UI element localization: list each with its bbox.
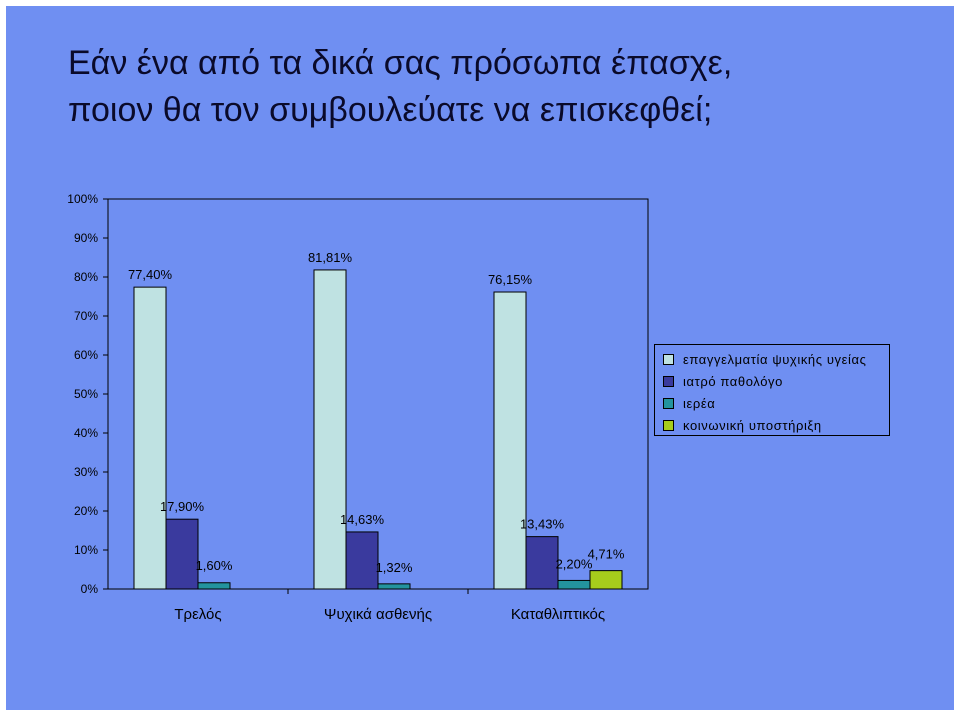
bar — [377, 583, 411, 590]
bar — [197, 582, 231, 590]
y-tick-label: 50% — [74, 387, 98, 401]
y-tick-label: 40% — [74, 426, 98, 440]
legend-label: ιατρό παθολόγο — [683, 373, 783, 389]
y-tick-label: 10% — [74, 543, 98, 557]
bar — [133, 286, 167, 590]
x-category-label: Καταθλιπτικός — [511, 606, 605, 623]
bar — [313, 269, 347, 590]
legend-swatch-social-support — [663, 419, 674, 431]
legend-item-general-practitioner: ιατρό παθολόγο — [663, 370, 889, 392]
slide-title: Εάν ένα από τα δικά σας πρόσωπα έπασχε, … — [68, 40, 928, 134]
legend-label: ιερέα — [683, 395, 716, 411]
data-label: 2,20% — [556, 556, 593, 571]
x-category-label: Τρελός — [174, 606, 221, 623]
y-tick-label: 30% — [74, 465, 98, 479]
bar — [165, 518, 199, 590]
title-line-1: Εάν ένα από τα δικά σας πρόσωπα έπασχε, — [68, 44, 733, 82]
y-tick-label: 0% — [81, 582, 99, 596]
chart-legend: επαγγελματία ψυχικής υγείας ιατρό παθολό… — [654, 344, 890, 436]
y-tick-label: 100% — [67, 192, 98, 206]
y-tick-label: 80% — [74, 270, 98, 284]
bar — [493, 291, 527, 590]
y-tick-label: 70% — [74, 309, 98, 323]
legend-item-social-support: κοινωνική υποστήριξη — [663, 414, 889, 436]
legend-swatch-general-practitioner — [663, 375, 674, 387]
legend-item-priest: ιερέα — [663, 392, 889, 414]
data-label: 14,63% — [340, 512, 385, 527]
legend-item-mental-health-professional: επαγγελματία ψυχικής υγείας — [663, 348, 889, 370]
legend-swatch-priest — [663, 397, 674, 409]
y-tick-label: 90% — [74, 231, 98, 245]
data-label: 17,90% — [160, 499, 205, 514]
x-category-label: Ψυχικά ασθενής — [324, 606, 432, 623]
legend-swatch-mental-health-professional — [663, 353, 674, 365]
legend-label: επαγγελματία ψυχικής υγείας — [683, 351, 867, 367]
bar — [557, 579, 591, 590]
data-label: 77,40% — [128, 267, 173, 282]
title-line-2: ποιον θα τον συμβουλεύατε να επισκεφθεί; — [68, 91, 713, 129]
data-label: 13,43% — [520, 517, 565, 532]
legend-label: κοινωνική υποστήριξη — [683, 417, 822, 433]
y-tick-label: 20% — [74, 504, 98, 518]
data-label: 1,32% — [376, 560, 413, 575]
data-label: 76,15% — [488, 272, 533, 287]
y-tick-label: 60% — [74, 348, 98, 362]
data-label: 1,60% — [196, 558, 233, 573]
data-label: 4,71% — [588, 547, 625, 562]
bar — [589, 570, 623, 590]
data-label: 81,81% — [308, 250, 353, 265]
bar — [345, 531, 379, 590]
bar — [525, 536, 559, 590]
